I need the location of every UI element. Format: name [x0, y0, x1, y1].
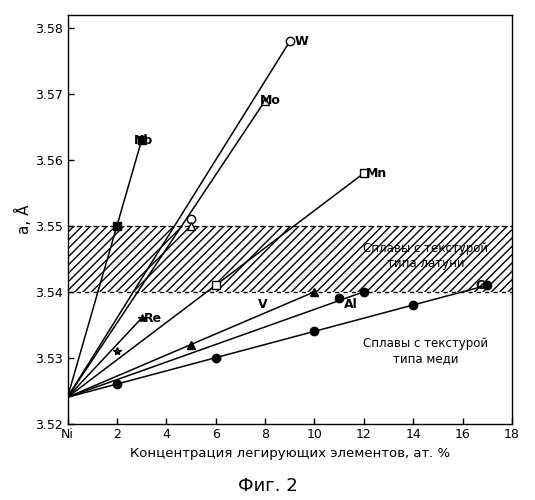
Text: Сплавы с текстурой
типа меди: Сплавы с текстурой типа меди — [363, 337, 488, 365]
Text: Сплавы с текстурой
типа латуни: Сплавы с текстурой типа латуни — [363, 242, 488, 270]
Text: Mn: Mn — [366, 166, 387, 179]
Text: W: W — [295, 35, 309, 48]
Text: V: V — [258, 298, 268, 312]
Text: Mo: Mo — [260, 94, 281, 108]
Text: Cr: Cr — [475, 278, 490, 291]
Text: Re: Re — [144, 312, 162, 324]
Text: Nb: Nb — [134, 134, 154, 147]
X-axis label: Концентрация легирующих элементов, ат. %: Концентрация легирующих элементов, ат. % — [129, 447, 450, 460]
Text: Фиг. 2: Фиг. 2 — [238, 477, 297, 495]
Text: Al: Al — [344, 298, 358, 312]
Y-axis label: a, Å: a, Å — [15, 204, 32, 234]
